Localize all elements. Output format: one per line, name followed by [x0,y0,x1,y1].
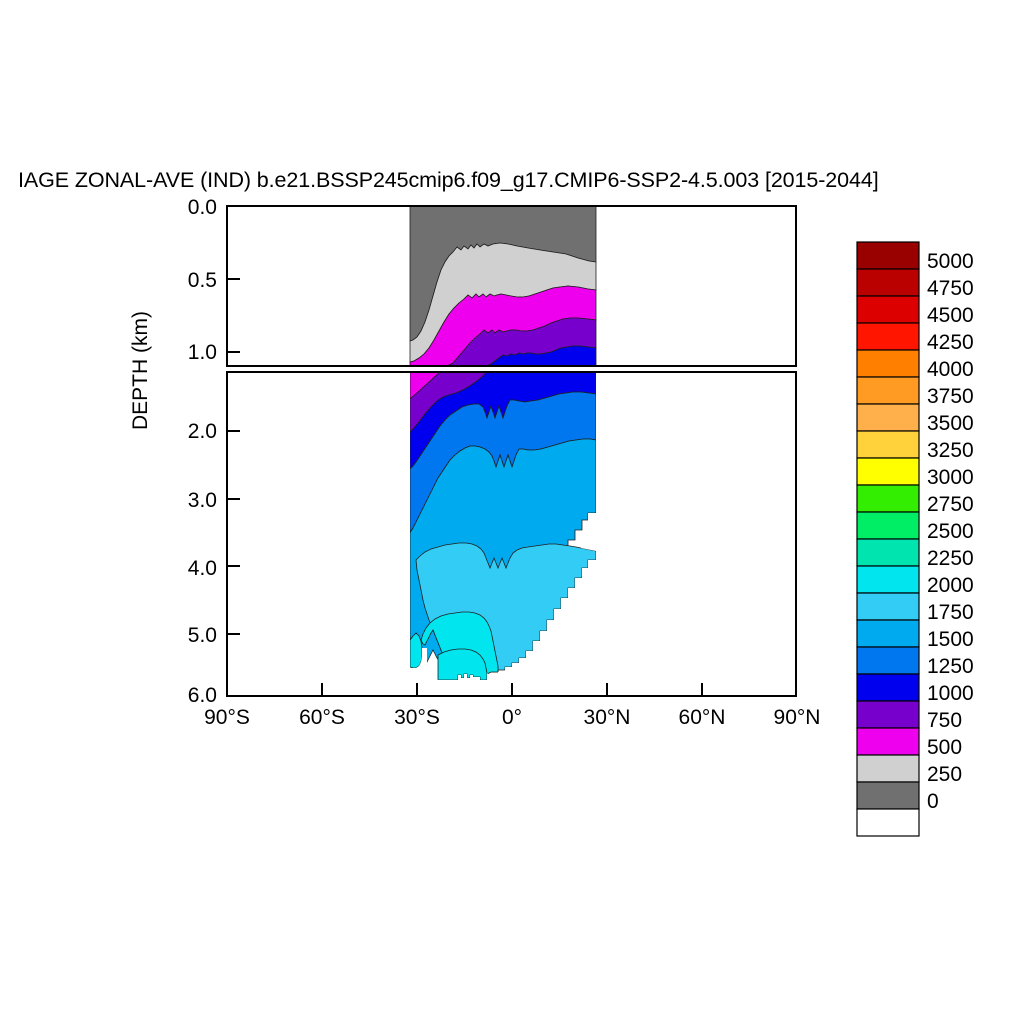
colorbar-swatch-3250-3500 [856,430,920,459]
bathymetry-mask-staircase [498,513,596,696]
colorbar-label-2250: 2250 [927,547,974,570]
colorbar-label-1750: 1750 [927,601,974,624]
contour-band-2000-2250-left-patch [409,632,423,669]
colorbar-label-2500: 2500 [927,520,974,543]
colorbar-swatch-3500-3750 [856,403,920,432]
upper-panel-frame [226,205,797,367]
colorbar-label-3500: 3500 [927,412,974,435]
colorbar-label-4000: 4000 [927,358,974,381]
contour-band-1000-1250-upper [486,345,597,366]
colorbar-swatch-3750-4000 [856,376,920,405]
colorbar-swatch-4500-4750 [856,295,920,324]
colorbar-label-5000: 5000 [927,250,974,273]
xtick-60S: 60°S [299,706,345,729]
upper-ytick-0: 0.0 [187,196,217,219]
lower-ytick-2: 4.0 [187,557,217,580]
colorbar-swatch-below-0 [856,808,920,837]
colorbar-swatch-2750-3000 [856,484,920,513]
bathymetry-notch [422,648,427,682]
xtick-30N: 30°N [583,706,631,729]
lower-ytick-0: 2.0 [187,420,217,443]
colorbar-swatch-1000-1250 [856,673,920,702]
colorbar-swatch-4000-4250 [856,349,920,378]
upper-panel-contours [409,206,597,366]
colorbar-label-1000: 1000 [927,682,974,705]
colorbar-swatch-4250-4500 [856,322,920,351]
colorbar-swatch-500-750 [856,727,920,756]
colorbar-label-4750: 4750 [927,277,974,300]
page-title: IAGE ZONAL-AVE (IND) b.e21.BSSP245cmip6.… [18,168,879,192]
colorbar-label-250: 250 [927,763,963,786]
colorbar-label-0: 0 [927,790,939,813]
colorbar-swatch-3000-3250 [856,457,920,486]
lower-panel-contours [227,372,796,696]
colorbar-swatch-2250-2500 [856,538,920,567]
bathymetry-mask-floor [410,656,498,696]
lower-panel-xticks [226,683,797,696]
colorbar-swatch-1750-2000 [856,592,920,621]
colorbar-label-3250: 3250 [927,439,974,462]
colorbar-swatch-750-1000 [856,700,920,729]
xtick-60N: 60°N [678,706,726,729]
xtick-90S: 90°S [204,706,250,729]
colorbar-swatch-1250-1500 [856,646,920,675]
bathymetry-mask-right [596,372,796,696]
colorbar-swatch-250-500 [856,754,920,783]
lower-panel-yticks [227,430,240,697]
colorbar-label-1500: 1500 [927,628,974,651]
colorbar[interactable] [856,241,920,837]
colorbar-label-3750: 3750 [927,385,974,408]
lower-ytick-3: 5.0 [187,624,217,647]
xtick-0: 0° [501,706,523,729]
colorbar-label-1250: 1250 [927,655,974,678]
colorbar-label-500: 500 [927,736,963,759]
colorbar-label-3000: 3000 [927,466,974,489]
colorbar-swatch-2000-2250 [856,565,920,594]
xtick-30S: 30°S [394,706,440,729]
lower-ytick-4: 6.0 [187,684,217,707]
colorbar-label-2750: 2750 [927,493,974,516]
colorbar-label-2000: 2000 [927,574,974,597]
colorbar-swatch-4750-5000 [856,268,920,297]
colorbar-swatch-1500-1750 [856,619,920,648]
colorbar-label-4500: 4500 [927,304,974,327]
upper-panel-yticks [227,205,240,353]
bathymetry-mask-left [227,372,410,696]
colorbar-swatch-0-250 [856,781,920,810]
xtick-90N: 90°N [773,706,821,729]
colorbar-label-750: 750 [927,709,963,732]
colorbar-swatch-5000-plus [856,241,920,270]
colorbar-label-4250: 4250 [927,331,974,354]
upper-ytick-2: 1.0 [187,341,217,364]
lower-ytick-1: 3.0 [187,489,217,512]
upper-ytick-1: 0.5 [187,269,217,292]
colorbar-swatch-2500-2750 [856,511,920,540]
